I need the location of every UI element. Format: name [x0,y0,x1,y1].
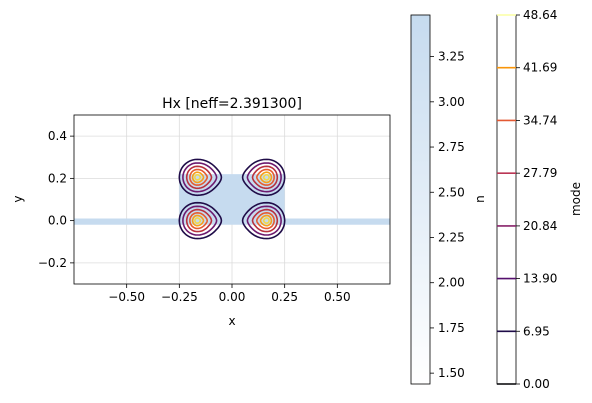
plot-area: −0.50 −0.25 0.00 0.25 0.50 −0.2 0.0 0.2 0.4 Hx … [11,96,391,328]
contour-line [182,205,218,236]
contour-line [191,171,205,184]
colorbar-n: 3.25 3.00 2.75 2.50 2.25 2.00 1.75 1.50 n [410,14,487,385]
colorbar-mode-tick-label: 41.69 [523,61,557,75]
colorbar-n-tick-label: 2.75 [438,140,465,154]
contour-line [255,211,275,230]
colorbar-mode: 48.64 41.69 34.74 27.79 20.84 13.90 6.95 0.00 m… [496,8,583,391]
y-axis-ticks: −0.2 0.0 0.2 0.4 [38,129,74,270]
y-tick-label: 0.0 [48,214,67,228]
contour-line [246,205,282,236]
colorbar-mode-tick-label: 13.90 [523,272,557,286]
contour-line [246,162,282,193]
chart-title: Hx [neff=2.391300] [162,96,302,112]
contour-line [189,211,209,230]
contour-line [241,201,286,240]
x-axis-label: x [228,314,235,328]
contour-line [241,158,286,197]
colorbar-mode-levels [497,14,516,385]
x-axis-ticks: −0.50 −0.25 0.00 0.25 0.50 [108,284,351,304]
colorbar-n-ticks: 3.25 3.00 2.75 2.50 2.25 2.00 1.75 1.50 [430,50,465,380]
contour-line [259,171,273,184]
contour-line [189,168,209,186]
x-tick-label: −0.50 [108,290,145,304]
contour-line [185,165,213,190]
colorbar-n-tick-label: 2.00 [438,276,465,290]
colorbar-mode-ticks: 48.64 41.69 34.74 27.79 20.84 13.90 6.95 0.00 [516,8,557,391]
contour-line [194,174,202,181]
contour-line [191,214,205,227]
colorbar-mode-label: mode [569,182,583,216]
contour-line [262,217,270,225]
colorbar-mode-box [496,14,517,385]
contour-line [251,208,279,233]
colorbar-n-tick-label: 3.00 [438,95,465,109]
x-tick-label: 0.50 [324,290,351,304]
colorbar-n-tick-label: 1.75 [438,321,465,335]
slab-region [74,218,390,225]
colorbar-mode-tick-label: 34.74 [523,113,557,127]
colorbar-mode-tick-label: 27.79 [523,166,557,180]
contour-line [255,168,275,186]
contour-line [259,214,273,227]
colorbar-mode-tick-label: 0.00 [523,377,550,391]
contour-line [178,201,223,240]
mode-contours [178,158,286,240]
colorbar-n-tick-label: 2.50 [438,185,465,199]
colorbar-n-tick-label: 3.25 [438,50,465,64]
contour-line [185,208,213,233]
contour-line [262,174,270,181]
contour-line [251,165,279,190]
colorbar-n-tick-label: 2.25 [438,230,465,244]
x-tick-label: −0.25 [161,290,198,304]
colorbar-mode-tick-label: 20.84 [523,219,557,233]
colorbar-n-tick-label: 1.50 [438,366,465,380]
y-tick-label: −0.2 [38,256,67,270]
colorbar-n-gradient [410,14,431,385]
colorbar-mode-tick-label: 48.64 [523,8,557,22]
contour-line [178,158,223,197]
colorbar-n-label: n [473,195,487,203]
x-tick-label: 0.25 [271,290,298,304]
y-axis-label: y [11,195,25,202]
colorbar-mode-tick-label: 6.95 [523,324,550,338]
contour-line [194,217,202,225]
y-tick-label: 0.4 [48,129,67,143]
contour-line [182,162,218,193]
y-tick-label: 0.2 [48,171,67,185]
x-tick-label: 0.00 [219,290,246,304]
